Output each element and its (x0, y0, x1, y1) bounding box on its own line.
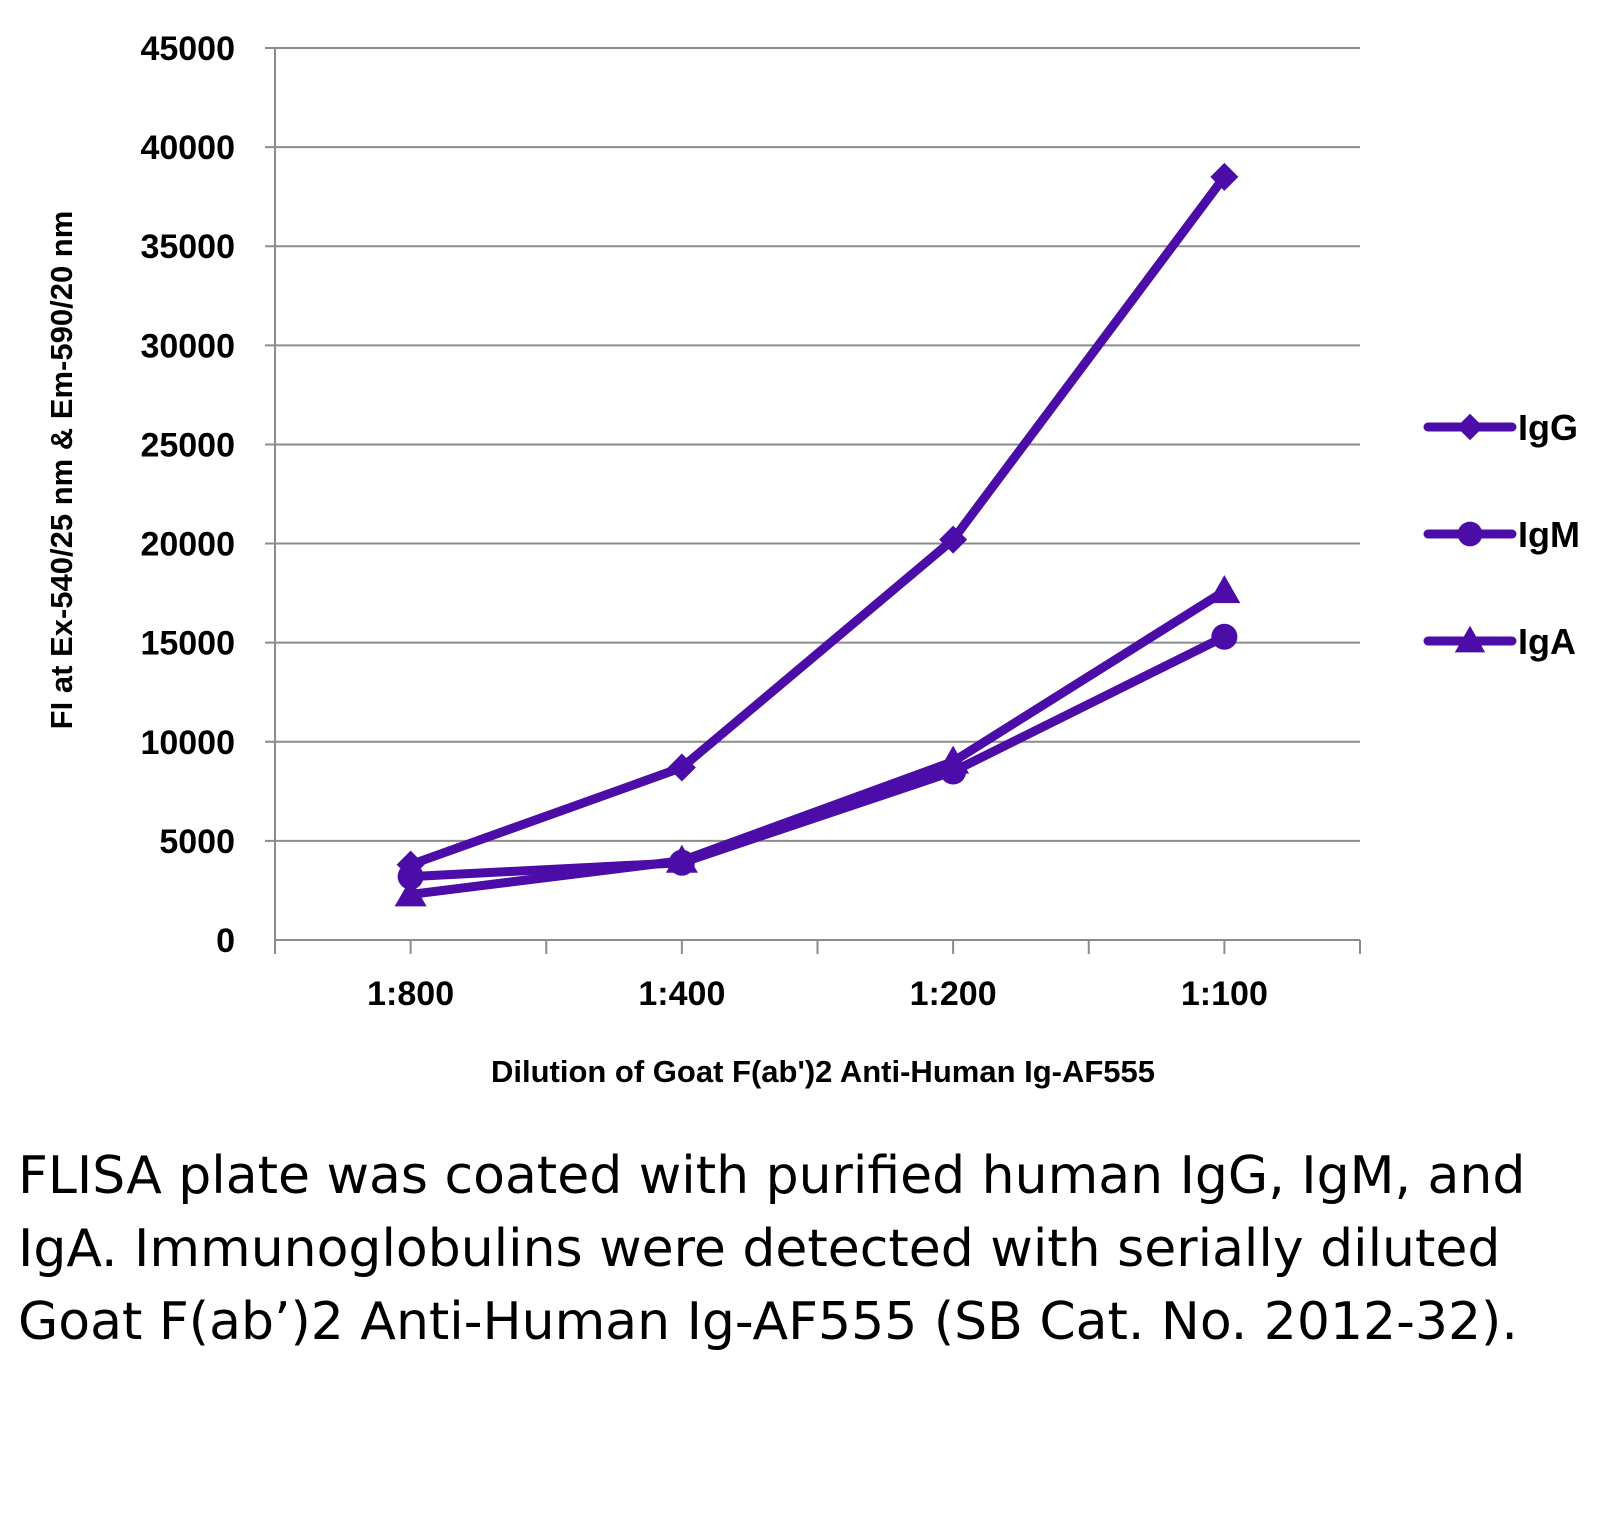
x-tick-label: 1:100 (1181, 975, 1268, 1013)
y-tick-label: 10000 (140, 724, 235, 762)
legend: IgG IgM IgA (1423, 407, 1580, 662)
series-igg (396, 162, 1239, 879)
y-tick-label: 15000 (140, 625, 235, 663)
data-point-igm (1211, 623, 1238, 650)
series-line-iga (406, 586, 1229, 899)
x-tick-label: 1:800 (367, 975, 454, 1013)
axes (274, 48, 1361, 954)
legend-marker (1454, 625, 1486, 653)
gridlines (265, 47, 1360, 842)
chart: 0 5000 10000 15000 20000 25000 30000 35000 40000… (44, 30, 1580, 1089)
data-point-igm (397, 863, 424, 890)
x-tick-label: 1:400 (638, 975, 725, 1013)
x-tick-labels: 1:800 1:400 1:200 1:100 (367, 975, 1268, 1013)
y-tick-label: 45000 (140, 30, 235, 68)
y-tick-label: 35000 (140, 228, 235, 266)
series-line-igm (406, 632, 1229, 882)
y-tick-label: 40000 (140, 129, 235, 167)
legend-label: IgG (1518, 407, 1578, 448)
x-axis-label: Dilution of Goat F(ab')2 Anti-Human Ig-A… (491, 1054, 1155, 1089)
data-point-igg (1210, 162, 1239, 191)
legend-entry-igg: IgG (1423, 407, 1578, 448)
data-point-igg (939, 525, 968, 554)
y-tick-label: 30000 (140, 327, 235, 365)
data-point-iga (937, 745, 970, 774)
data-point-iga (1208, 575, 1241, 604)
legend-label: IgM (1518, 514, 1580, 555)
y-axis-label: FI at Ex-540/25 nm & Em-590/20 nm (44, 211, 79, 730)
legend-marker (1456, 413, 1484, 441)
y-tick-label: 0 (216, 922, 235, 960)
y-tick-labels: 0 5000 10000 15000 20000 25000 30000 35000 40000… (140, 30, 235, 960)
figure-caption: FLISA plate was coated with purified hum… (18, 1146, 1526, 1352)
series-group (394, 162, 1241, 907)
legend-label: IgA (1518, 621, 1576, 662)
data-point-igg (667, 753, 696, 782)
series-line-igg (406, 172, 1229, 870)
y-tick-label: 20000 (140, 526, 235, 564)
legend-entry-igm: IgM (1423, 514, 1580, 555)
y-tick-label: 25000 (140, 426, 235, 464)
data-point-iga (394, 878, 427, 907)
legend-marker (1457, 521, 1483, 547)
data-point-iga (665, 844, 698, 873)
y-tick-label: 5000 (159, 823, 235, 861)
legend-entry-iga: IgA (1423, 621, 1576, 662)
x-tick-label: 1:200 (910, 975, 997, 1013)
series-iga (394, 575, 1241, 907)
